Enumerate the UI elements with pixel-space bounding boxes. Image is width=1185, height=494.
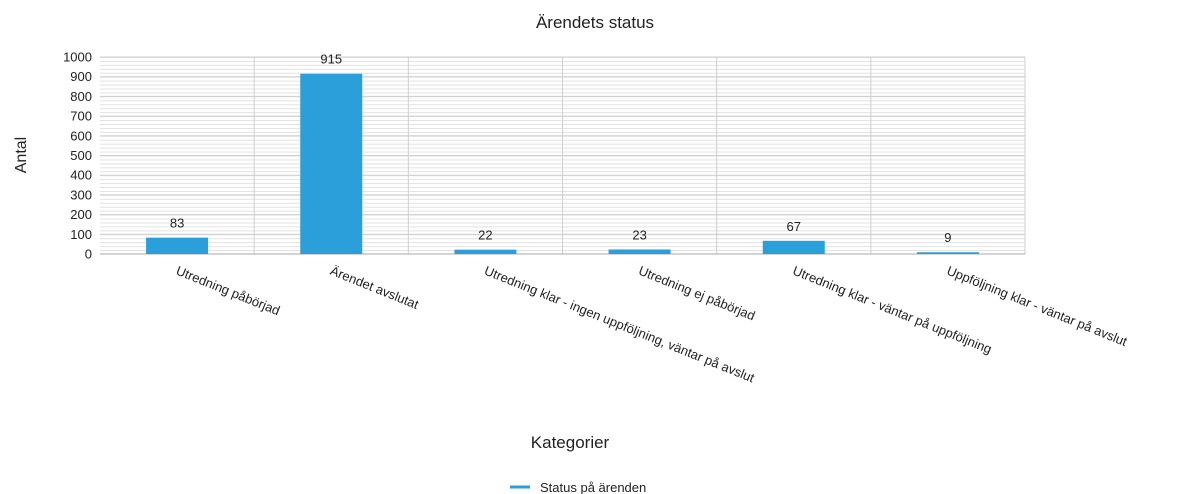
legend-label: Status på ärenden bbox=[540, 480, 646, 494]
x-axis-label: Kategorier bbox=[531, 433, 610, 452]
y-axis-label: Antal bbox=[13, 137, 30, 173]
data-label: 83 bbox=[170, 216, 184, 231]
data-label: 67 bbox=[787, 219, 801, 234]
data-label: 22 bbox=[478, 228, 492, 243]
y-tick-label: 500 bbox=[70, 148, 92, 163]
y-tick-label: 0 bbox=[85, 247, 92, 262]
x-tick-label: Ärendet avslutat bbox=[328, 263, 421, 312]
y-tick-label: 200 bbox=[70, 207, 92, 222]
y-tick-label: 400 bbox=[70, 168, 92, 183]
y-tick-label: 300 bbox=[70, 187, 92, 202]
y-tick-label: 1000 bbox=[63, 50, 92, 65]
x-tick-label: Utredning påbörjad bbox=[174, 263, 282, 318]
bar bbox=[300, 73, 363, 255]
y-tick-label: 900 bbox=[70, 69, 92, 84]
y-tick-label: 700 bbox=[70, 109, 92, 124]
bar bbox=[146, 237, 209, 254]
bar bbox=[454, 249, 517, 254]
y-tick-label: 600 bbox=[70, 128, 92, 143]
bar bbox=[762, 240, 825, 254]
x-tick-label: Utredning klar - ingen uppföljning, vänt… bbox=[482, 263, 757, 386]
data-label: 9 bbox=[944, 230, 951, 245]
y-tick-label: 100 bbox=[70, 227, 92, 242]
legend: Status på ärenden bbox=[510, 480, 646, 494]
x-tick-label: Utredning ej påbörjad bbox=[636, 263, 757, 323]
data-label: 915 bbox=[320, 52, 342, 67]
chart-title: Ärendets status bbox=[536, 13, 654, 32]
data-label: 23 bbox=[632, 227, 646, 242]
bar bbox=[916, 252, 979, 254]
y-tick-label: 800 bbox=[70, 89, 92, 104]
bar bbox=[608, 249, 671, 254]
